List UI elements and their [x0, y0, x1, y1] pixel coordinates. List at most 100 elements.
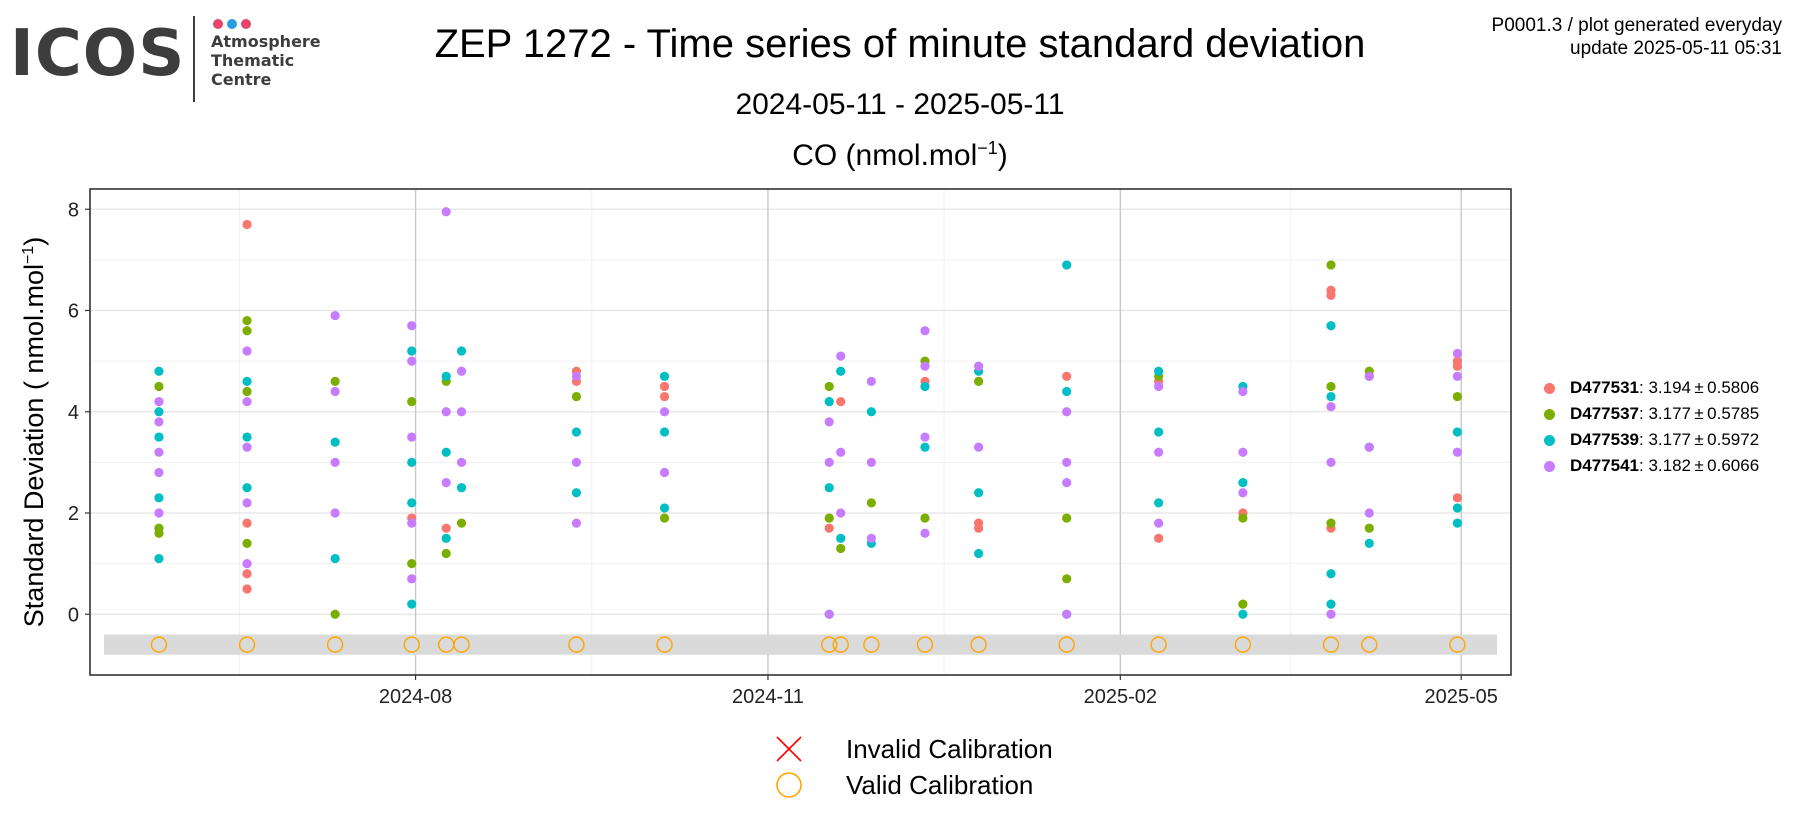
circle-icon [776, 772, 802, 798]
data-point [1154, 518, 1164, 528]
plot-background [90, 189, 1511, 675]
panel-title-sup: −1 [977, 138, 998, 158]
valid-calibration-marker [970, 636, 987, 653]
chart-subtitle: 2024-05-11 - 2025-05-11 [735, 88, 1065, 121]
data-point [407, 574, 417, 584]
data-point [1364, 442, 1374, 452]
data-point [1238, 609, 1248, 619]
data-point [1238, 488, 1248, 498]
y-axis-label: Standard Deviation ( nmol.mol−1) [19, 237, 49, 627]
logo-dot [241, 19, 251, 29]
data-point [1238, 386, 1248, 397]
data-point [154, 493, 164, 503]
data-point [1154, 498, 1164, 508]
x-tick-label: 2024-08 [379, 686, 452, 708]
data-point [920, 432, 930, 442]
data-point [154, 467, 164, 478]
data-point [1326, 381, 1336, 392]
y-tick-label: 8 [68, 199, 79, 221]
data-point [154, 432, 164, 442]
data-point [154, 407, 164, 417]
data-point [974, 361, 984, 371]
invalid-calibration-label: Invalid Calibration [846, 734, 1053, 764]
data-point [1326, 391, 1336, 402]
valid-calibration-marker [238, 636, 256, 653]
legend-series-stat: 3.177 ± 0.5785 [1648, 404, 1760, 423]
data-point [330, 553, 340, 564]
data-point [154, 447, 164, 457]
data-point [974, 523, 984, 533]
data-point [1062, 513, 1072, 523]
data-point [407, 498, 417, 508]
panel-title-end: ) [997, 139, 1008, 172]
data-point [659, 427, 670, 437]
data-point [1326, 609, 1336, 619]
icos-logo: ICOS Atmosphere Thematic Centre [10, 14, 330, 106]
legend-swatch [1544, 461, 1555, 472]
data-point [920, 361, 930, 371]
legend-series-stat: 3.177 ± 0.5972 [1648, 430, 1760, 449]
data-point [441, 523, 451, 533]
logo-divider [193, 16, 195, 102]
data-point [1452, 427, 1462, 437]
data-point [920, 442, 930, 452]
data-point [1326, 321, 1336, 331]
data-point [974, 548, 984, 559]
valid-calibration-marker [1150, 636, 1167, 653]
data-point [1062, 457, 1072, 467]
data-point [456, 366, 467, 376]
data-point [1326, 457, 1336, 467]
data-point [1452, 391, 1462, 402]
data-point [866, 407, 876, 417]
data-point [824, 417, 834, 427]
legend-swatch [1544, 383, 1555, 394]
valid-calibration-marker [1449, 636, 1466, 653]
panel-title-text: CO (nmol.mol [792, 139, 978, 172]
data-point [330, 457, 340, 467]
valid-calibration-marker [1058, 636, 1075, 653]
x-tick-label: 2025-05 [1425, 686, 1498, 708]
data-point [242, 584, 252, 594]
meta-line-1: P0001.3 / plot generated everyday [1491, 15, 1782, 36]
data-point [659, 371, 670, 381]
data-point [456, 346, 467, 356]
logo-dot [213, 19, 223, 29]
data-point [974, 442, 984, 452]
data-point [154, 553, 164, 564]
logo-dot [227, 19, 237, 29]
data-point [1154, 381, 1164, 392]
data-point [920, 513, 930, 523]
valid-calibration-marker [821, 636, 838, 653]
logo-line: Thematic [211, 51, 295, 70]
valid-calibration-marker [1234, 636, 1252, 653]
logo-text: Atmosphere Thematic Centre [211, 32, 321, 89]
data-point [836, 447, 846, 457]
data-point [407, 599, 417, 609]
data-point [154, 381, 164, 392]
data-point [1452, 503, 1462, 513]
data-point [456, 407, 467, 417]
valid-calibration-marker [656, 636, 673, 653]
data-point [441, 533, 451, 543]
data-point [1364, 538, 1374, 548]
data-point [242, 386, 252, 397]
data-point [1062, 407, 1072, 417]
data-point [441, 371, 451, 381]
legend-series-id: D477541 [1570, 456, 1640, 475]
meta-info: P0001.3 / plot generated everyday update… [1492, 14, 1782, 60]
data-point [824, 381, 834, 392]
data-point [824, 513, 834, 523]
y-tick-label: 0 [68, 604, 79, 626]
valid-calibration-marker [863, 636, 880, 653]
data-point [1062, 386, 1072, 397]
data-point [407, 321, 417, 331]
cross-icon [776, 736, 802, 762]
data-point [1452, 493, 1462, 503]
data-point [407, 397, 417, 407]
data-point [866, 498, 876, 508]
valid-calibration-marker [832, 636, 849, 653]
data-point [330, 376, 340, 386]
data-point [407, 457, 417, 467]
valid-calibration-marker [916, 636, 934, 653]
